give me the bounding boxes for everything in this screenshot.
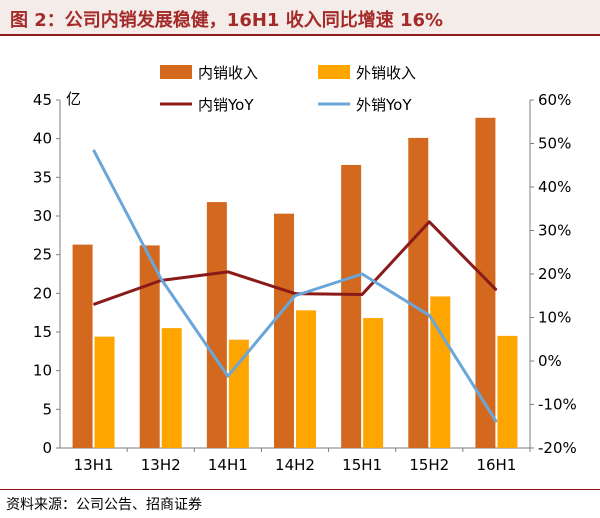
x-tick-label: 15H1 <box>342 456 382 474</box>
left-tick-label: 20 <box>33 284 52 302</box>
point-export-yoy <box>428 314 430 316</box>
left-tick-label: 0 <box>42 439 52 457</box>
point-domestic-yoy <box>361 293 363 295</box>
bar-domestic <box>341 164 362 448</box>
bar-domestic <box>72 244 93 448</box>
axes: 0 5 10 15 20 25 30 35 40 45 亿 -20% -10% 0% 10% 20% 30% 40… <box>33 90 577 474</box>
bar-domestic <box>139 245 160 448</box>
bar-domestic <box>408 137 429 448</box>
figure-title: 图 2：公司内销发展稳健，16H1 收入同比增速 16% <box>10 10 444 31</box>
bar-export <box>497 335 518 448</box>
point-export-yoy <box>227 375 229 377</box>
left-tick-label: 30 <box>33 207 52 225</box>
legend-swatch <box>160 65 192 79</box>
x-tick-label: 13H1 <box>74 456 114 474</box>
lines <box>92 149 498 423</box>
x-tick-label: 15H2 <box>409 456 449 474</box>
left-axis-unit: 亿 <box>66 90 81 108</box>
right-tick-label: 60% <box>538 91 571 109</box>
right-tick-label: 10% <box>538 309 571 327</box>
right-tick-label: -10% <box>538 396 577 414</box>
point-domestic-yoy <box>227 271 229 273</box>
bar-domestic <box>475 117 496 448</box>
bar-export <box>363 318 384 448</box>
point-export-yoy <box>495 421 497 423</box>
right-tick-label: 20% <box>538 265 571 283</box>
point-domestic-yoy <box>294 293 296 295</box>
bar-export <box>161 328 182 448</box>
source-note: 资料来源：公司公告、招商证券 <box>6 497 202 513</box>
legend-label: 内销收入 <box>198 64 258 82</box>
left-tick-label: 15 <box>33 323 52 341</box>
left-tick-label: 5 <box>42 400 52 418</box>
source-divider <box>0 489 600 490</box>
point-domestic-yoy <box>428 221 430 223</box>
legend-swatch <box>318 65 350 79</box>
point-export-yoy <box>160 277 162 279</box>
left-tick-label: 45 <box>33 91 52 109</box>
legend-label: 内销YoY <box>198 96 254 114</box>
bar-export <box>94 336 115 448</box>
bar-export <box>430 296 451 448</box>
right-tick-label: 30% <box>538 222 571 240</box>
left-tick-label: 40 <box>33 130 52 148</box>
right-tick-label: 50% <box>538 135 571 153</box>
left-tick-label: 10 <box>33 362 52 380</box>
point-export-yoy <box>93 149 95 151</box>
title-bar: 图 2：公司内销发展稳健，16H1 收入同比增速 16% <box>0 0 600 36</box>
x-tick-label: 14H2 <box>275 456 315 474</box>
bar-export <box>296 310 316 448</box>
left-tick-label: 25 <box>33 246 52 264</box>
right-tick-label: 40% <box>538 178 571 196</box>
x-tick-label: 14H1 <box>208 456 248 474</box>
point-export-yoy <box>294 295 296 297</box>
right-tick-label: 0% <box>538 352 562 370</box>
point-export-yoy <box>361 273 363 275</box>
bars <box>72 117 518 448</box>
legend-label: 外销YoY <box>356 96 412 114</box>
legend-label: 外销收入 <box>356 64 416 82</box>
x-tick-label: 16H1 <box>476 456 516 474</box>
bar-domestic <box>206 202 227 448</box>
point-domestic-yoy <box>93 303 95 305</box>
left-tick-label: 35 <box>33 168 52 186</box>
chart-svg: 0 5 10 15 20 25 30 35 40 45 亿 -20% -10% 0% 10% 20% 30% 40… <box>33 64 577 474</box>
right-tick-label: -20% <box>538 439 577 457</box>
x-tick-label: 13H2 <box>141 456 181 474</box>
point-domestic-yoy <box>495 289 497 291</box>
bar-domestic <box>274 213 294 448</box>
